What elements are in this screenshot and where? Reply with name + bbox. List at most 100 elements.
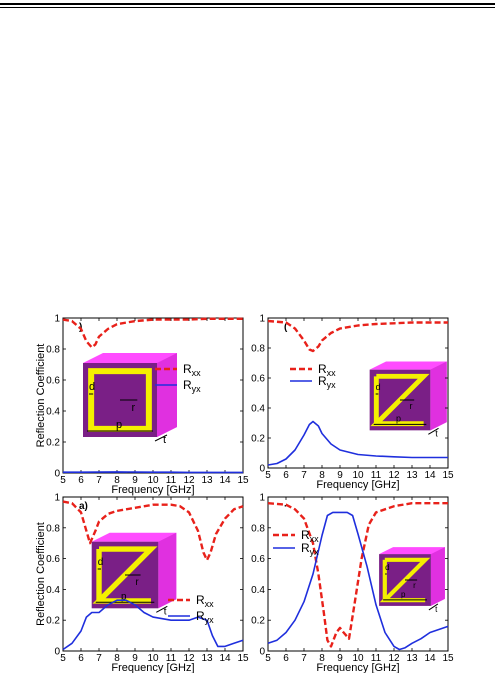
y-axis-label: Reflection Coefficient <box>35 522 47 626</box>
dimension-p-label: p <box>121 591 127 602</box>
dimension-p-label: p <box>116 419 122 431</box>
series-line-Rxx <box>62 317 243 349</box>
x-tick-label: 6 <box>78 653 84 664</box>
chart-panel-3: d rp t 5 6 7 8 9 10 11 12 13 14 15 0 0.2 0.4 0.6 0.8 1 Frequ… <box>35 493 249 673</box>
x-tick-label: 9 <box>337 470 343 481</box>
x-tick-label: 12 <box>183 475 195 486</box>
dimension-t-label: t <box>164 606 167 617</box>
x-tick-label: 8 <box>319 470 325 481</box>
dimension-p-label: p <box>396 413 401 423</box>
x-tick-label: 9 <box>132 475 138 486</box>
unit-cell-inset: d rp t <box>83 353 177 446</box>
dimension-r-label: r <box>409 401 412 411</box>
x-tick-label: 14 <box>424 470 436 481</box>
series-line-Rxx <box>267 319 448 353</box>
chart-panel-4: d rp t 5 6 7 8 9 10 11 12 13 14 15 0 0.2 0.4 0.6 0.8 1 Frequ… <box>251 493 454 673</box>
x-tick-label: 13 <box>406 470 418 481</box>
x-tick-label: 9 <box>132 653 138 664</box>
x-tick-label: 8 <box>319 653 325 664</box>
legend-entry: Ryx <box>301 541 319 557</box>
y-tick-label: 0.2 <box>251 616 265 627</box>
header-rule-top <box>0 3 495 5</box>
y-tick-label: 0.8 <box>251 344 265 355</box>
substrate-side <box>157 353 177 437</box>
x-tick-label: 5 <box>60 475 66 486</box>
dimension-d-label: d <box>376 382 381 392</box>
y-axis-label: Reflection Coefficient <box>35 344 47 448</box>
dimension-t-line <box>428 603 439 611</box>
y-tick-label: 1 <box>259 314 265 325</box>
y-tick-label: 0.6 <box>46 554 60 565</box>
x-tick-label: 7 <box>96 653 102 664</box>
y-tick-label: 0.6 <box>251 374 265 385</box>
panel-label: a) <box>79 501 88 512</box>
series-line-Ryx <box>267 511 449 651</box>
legend-entry: Rxx <box>196 593 214 609</box>
x-tick-label: 14 <box>424 653 436 664</box>
x-tick-label: 14 <box>219 475 231 486</box>
dimension-r-label: r <box>135 577 139 588</box>
series-line-Ryx <box>63 471 243 474</box>
y-tick-label: 0.4 <box>251 404 265 415</box>
y-tick-label: 0.2 <box>251 434 265 445</box>
y-tick-label: 0.4 <box>251 585 265 596</box>
x-tick-label: 15 <box>442 653 454 664</box>
x-tick-label: 10 <box>147 653 159 664</box>
substrate-side <box>158 532 177 609</box>
dimension-r-label: r <box>413 581 416 590</box>
x-tick-label: 10 <box>352 470 364 481</box>
dimension-t-label: t <box>435 605 438 614</box>
dimension-d-label: d <box>98 557 104 568</box>
y-tick-label: 0.6 <box>46 376 60 387</box>
x-tick-label: 10 <box>147 475 159 486</box>
x-tick-label: 14 <box>219 653 231 664</box>
y-tick-label: 0.4 <box>46 585 60 596</box>
x-tick-label: 12 <box>183 653 195 664</box>
series-line-Ryx <box>62 599 244 651</box>
y-tick-label: 1 <box>259 493 265 504</box>
x-tick-label: 6 <box>78 475 84 486</box>
x-tick-label: 6 <box>283 653 289 664</box>
x-tick-label: 13 <box>201 653 213 664</box>
series-line-Rxx <box>267 502 448 648</box>
chart-panel-1: d rp t 5 6 7 8 9 10 11 12 13 14 15 0 0.2 0.4 0.6 0.8 1 Frequ… <box>35 314 249 497</box>
x-tick-label: 12 <box>388 470 400 481</box>
y-tick-label: 0 <box>54 647 60 658</box>
y-tick-label: 0.4 <box>46 407 60 418</box>
x-tick-label: 8 <box>114 653 120 664</box>
x-tick-label: 7 <box>301 470 307 481</box>
y-tick-label: 0.6 <box>251 554 265 565</box>
x-tick-label: 7 <box>96 475 102 486</box>
x-axis-label: Frequency [GHz] <box>316 479 399 491</box>
x-tick-label: 15 <box>442 470 454 481</box>
dimension-t-label: t <box>163 434 166 446</box>
x-tick-label: 13 <box>201 475 213 486</box>
x-tick-label: 13 <box>406 653 418 664</box>
y-tick-label: 0.2 <box>46 438 60 449</box>
substrate-side <box>430 361 447 431</box>
x-tick-label: 11 <box>166 653 177 664</box>
header-rule-bottom <box>0 7 495 8</box>
y-tick-label: 0.2 <box>46 616 60 627</box>
x-tick-label: 7 <box>301 653 307 664</box>
x-tick-label: 15 <box>237 475 249 486</box>
unit-cell-inset: d rp t <box>379 547 445 614</box>
x-tick-label: 12 <box>388 653 400 664</box>
x-tick-label: 8 <box>114 475 120 486</box>
legend-entry: Rxx <box>318 362 336 378</box>
x-tick-label: 10 <box>352 653 364 664</box>
substrate-side <box>430 547 445 606</box>
x-tick-label: 11 <box>166 475 177 486</box>
legend-entry: Ryx <box>196 609 214 625</box>
x-tick-label: 11 <box>371 470 382 481</box>
x-tick-label: 15 <box>237 653 249 664</box>
y-tick-label: 0.8 <box>46 523 60 534</box>
dimension-r-label: r <box>132 402 136 414</box>
legend-entry: Rxx <box>301 528 319 544</box>
x-tick-label: 9 <box>337 653 343 664</box>
legend-entry: Ryx <box>183 378 201 394</box>
dimension-t-line <box>428 427 439 435</box>
x-tick-label: 6 <box>283 470 289 481</box>
x-axis-label: Frequency [GHz] <box>316 662 399 673</box>
